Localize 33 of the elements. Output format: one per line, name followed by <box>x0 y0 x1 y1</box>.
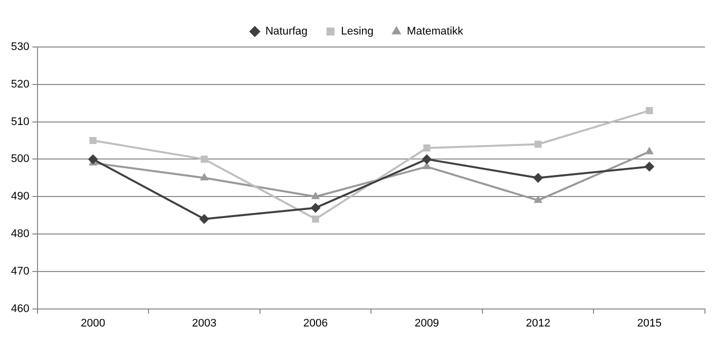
point <box>646 107 653 114</box>
y-tick-label: 470 <box>10 265 30 278</box>
y-tick-label: 510 <box>10 116 30 128</box>
point <box>423 144 430 152</box>
point <box>311 192 320 200</box>
y-tick-label: 490 <box>10 190 30 203</box>
y-tick-label: 480 <box>10 228 30 240</box>
x-tick-label: 2006 <box>303 317 328 330</box>
point <box>644 162 654 172</box>
y-tick-label: 530 <box>10 41 30 54</box>
legend-label: Naturfag <box>265 26 308 38</box>
point <box>200 172 209 180</box>
point <box>534 140 542 148</box>
y-tick-label: 460 <box>10 302 30 315</box>
point <box>88 154 98 164</box>
point <box>200 156 208 163</box>
legend-label: Lesing <box>341 26 374 38</box>
point <box>312 216 320 223</box>
legend-label: Matematikk <box>406 26 464 38</box>
point <box>422 154 432 164</box>
x-tick-label: 2000 <box>80 317 106 330</box>
x-tick-label: 2003 <box>192 317 217 330</box>
point <box>534 195 542 203</box>
point <box>645 146 654 154</box>
point <box>533 172 544 183</box>
y-tick-label: 500 <box>10 153 30 166</box>
x-tick-label: 2012 <box>526 317 550 330</box>
y-tick-label: 520 <box>10 78 30 90</box>
x-tick-label: 2009 <box>414 317 440 330</box>
point <box>199 214 210 224</box>
point <box>89 136 97 144</box>
x-tick-label: 2015 <box>637 317 662 330</box>
point <box>310 202 321 213</box>
